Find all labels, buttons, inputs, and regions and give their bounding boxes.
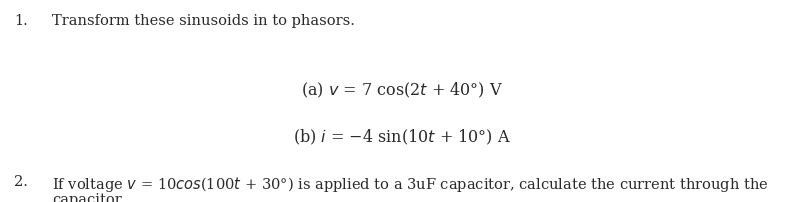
Text: If voltage $v$ = 10$cos$(100$t$ + 30°) is applied to a 3uF capacitor, calculate : If voltage $v$ = 10$cos$(100$t$ + 30°) i… bbox=[52, 174, 768, 193]
Text: (b) $i$ = −4 sin(10$t$ + 10°) A: (b) $i$ = −4 sin(10$t$ + 10°) A bbox=[292, 127, 511, 146]
Text: capacitor.: capacitor. bbox=[52, 192, 124, 202]
Text: 2.: 2. bbox=[14, 174, 28, 188]
Text: (a) $v$ = 7 cos(2$t$ + 40°) V: (a) $v$ = 7 cos(2$t$ + 40°) V bbox=[300, 81, 503, 100]
Text: Transform these sinusoids in to phasors.: Transform these sinusoids in to phasors. bbox=[52, 14, 355, 28]
Text: 1.: 1. bbox=[14, 14, 28, 28]
